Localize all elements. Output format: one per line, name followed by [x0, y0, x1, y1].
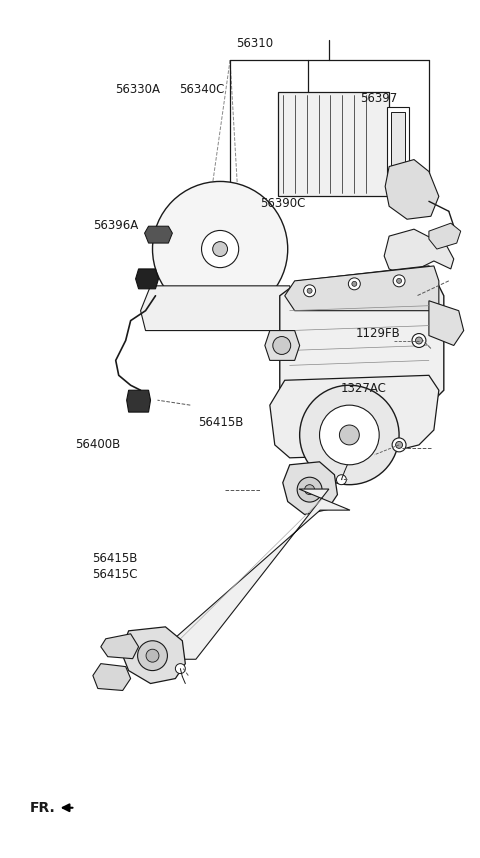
Text: 56390C: 56390C [260, 197, 306, 210]
Ellipse shape [307, 288, 312, 293]
Text: 56330A: 56330A [115, 83, 160, 96]
Polygon shape [127, 390, 151, 412]
Ellipse shape [297, 477, 322, 502]
Polygon shape [429, 223, 461, 249]
Ellipse shape [138, 641, 168, 671]
Text: 1129FB: 1129FB [356, 327, 401, 340]
Bar [391, 112, 405, 166]
Ellipse shape [320, 405, 379, 465]
Polygon shape [285, 266, 439, 311]
Ellipse shape [396, 441, 403, 449]
Polygon shape [384, 229, 454, 276]
Polygon shape [136, 269, 158, 289]
Ellipse shape [336, 474, 347, 485]
Bar [387, 107, 409, 177]
Text: 56340C: 56340C [179, 83, 225, 96]
Ellipse shape [339, 425, 360, 445]
Text: 56415B: 56415B [198, 415, 243, 429]
Bar [278, 92, 389, 196]
Ellipse shape [175, 663, 185, 674]
Ellipse shape [348, 278, 360, 290]
Polygon shape [93, 663, 131, 691]
Ellipse shape [202, 231, 239, 268]
Text: 56396A: 56396A [93, 220, 139, 233]
Ellipse shape [273, 336, 291, 354]
Ellipse shape [146, 650, 159, 662]
Ellipse shape [300, 385, 399, 485]
Text: 56415C: 56415C [92, 567, 138, 581]
Text: 1327AC: 1327AC [341, 382, 387, 395]
Polygon shape [280, 266, 444, 415]
Polygon shape [141, 286, 295, 330]
Polygon shape [144, 227, 172, 243]
Ellipse shape [392, 438, 406, 452]
Text: 56397: 56397 [360, 92, 397, 105]
Polygon shape [120, 627, 185, 684]
Polygon shape [270, 375, 439, 458]
Ellipse shape [412, 334, 426, 347]
Ellipse shape [305, 485, 314, 494]
Ellipse shape [304, 285, 315, 297]
Text: FR.: FR. [30, 801, 56, 815]
Polygon shape [145, 489, 350, 659]
Ellipse shape [153, 181, 288, 317]
Ellipse shape [416, 337, 422, 344]
Text: 56310: 56310 [236, 37, 273, 50]
Ellipse shape [393, 275, 405, 287]
Ellipse shape [352, 281, 357, 287]
Text: 56415B: 56415B [92, 553, 137, 565]
Polygon shape [283, 462, 337, 515]
Polygon shape [265, 330, 300, 360]
Text: 56400B: 56400B [75, 438, 120, 450]
Polygon shape [385, 160, 439, 220]
Ellipse shape [396, 278, 402, 283]
Ellipse shape [213, 242, 228, 257]
Polygon shape [101, 634, 139, 659]
Polygon shape [429, 301, 464, 346]
